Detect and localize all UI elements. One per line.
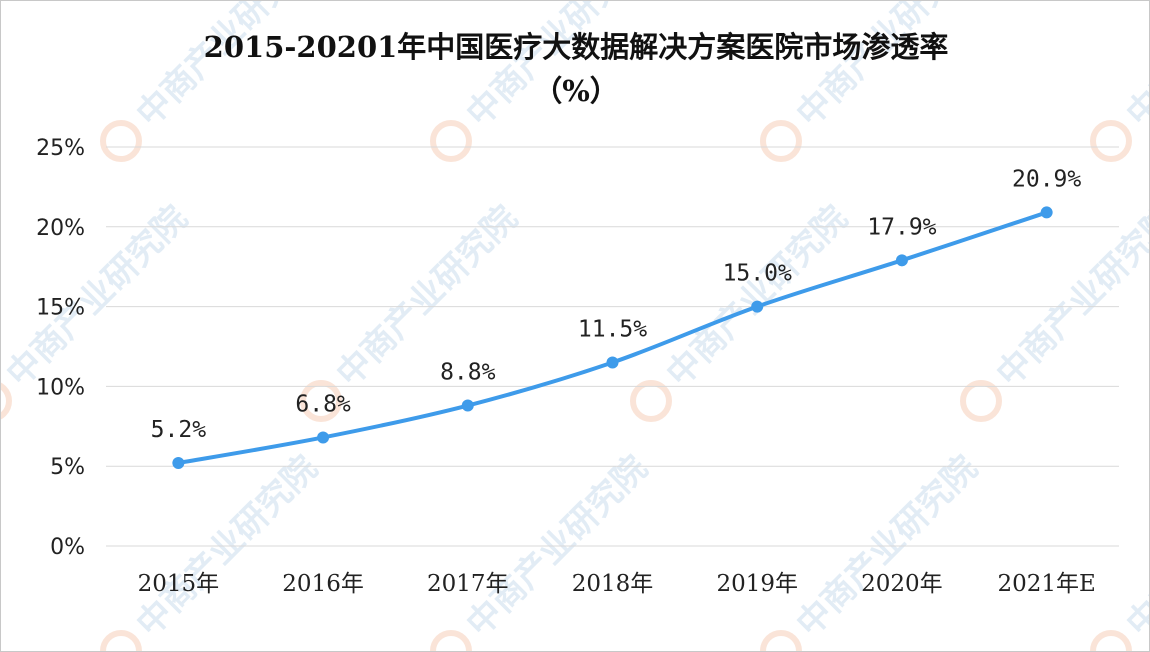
data-point xyxy=(751,300,764,313)
data-point xyxy=(1040,206,1053,219)
data-point xyxy=(461,399,474,412)
x-tick-label: 2021年E xyxy=(997,571,1095,597)
watermark-logo-icon xyxy=(100,630,142,651)
data-label: 17.9% xyxy=(867,214,936,240)
x-tick-label: 2016年 xyxy=(282,571,364,597)
watermark-logo-icon xyxy=(960,380,1002,422)
data-point xyxy=(606,356,619,369)
data-label: 6.8% xyxy=(295,391,351,417)
watermark-text: 中商产业研究院 xyxy=(329,198,526,395)
watermark-tile: 中商产业研究院 xyxy=(760,1,986,162)
watermark-text: 中商产业研究院 xyxy=(659,198,856,395)
watermark-logo-icon xyxy=(760,120,802,162)
watermark-text: 中商产业研究院 xyxy=(1119,448,1150,645)
watermark-tile: 中商产业研究院 xyxy=(100,448,325,651)
y-tick-label: 15% xyxy=(36,296,85,321)
watermark-tile: 中商产业研究院 xyxy=(430,448,655,651)
y-tick-label: 20% xyxy=(36,216,85,241)
data-point xyxy=(895,254,908,267)
data-label: 20.9% xyxy=(1012,166,1081,192)
y-tick-label: 25% xyxy=(36,136,85,161)
watermark-logo-icon xyxy=(430,630,472,651)
watermark-logo-icon xyxy=(430,120,472,162)
watermark-logo-icon xyxy=(760,630,802,651)
watermark-text: 中商产业研究院 xyxy=(989,198,1150,395)
watermark-text: 中商产业研究院 xyxy=(1,198,195,395)
x-tick-label: 2017年 xyxy=(427,571,509,597)
y-tick-label: 10% xyxy=(36,375,85,400)
data-label: 11.5% xyxy=(578,316,647,342)
chart-title: 2015-20201年中国医疗大数据解决方案医院市场渗透率 xyxy=(204,30,949,64)
watermark-tile: 中商产业研究院 xyxy=(1,198,195,422)
x-tick-label: 2020年 xyxy=(861,571,943,597)
data-label: 5.2% xyxy=(151,417,207,443)
x-tick-label: 2019年 xyxy=(716,571,798,597)
watermark-text: 中商产业研究院 xyxy=(129,1,326,135)
x-tick-label: 2018年 xyxy=(572,571,654,597)
data-label: 15.0% xyxy=(723,261,792,287)
watermark-tile: 中商产业研究院 xyxy=(1090,448,1150,651)
data-point xyxy=(172,457,185,470)
watermark-tile: 中商产业研究院 xyxy=(100,1,326,162)
watermark-text: 中商产业研究院 xyxy=(459,1,656,135)
watermark-logo-icon xyxy=(1090,630,1132,651)
watermark-logo-icon xyxy=(300,380,342,422)
watermark-logo-icon xyxy=(1,380,13,422)
watermark-text: 中商产业研究院 xyxy=(1119,1,1150,135)
x-tick-label: 2015年 xyxy=(138,571,220,597)
watermark-logo-icon xyxy=(630,380,672,422)
y-tick-label: 5% xyxy=(50,455,85,480)
watermark-logo-icon xyxy=(100,120,142,162)
watermark-logo-icon xyxy=(1090,120,1132,162)
data-point xyxy=(317,431,330,444)
watermark-tile: 中商产业研究院 xyxy=(760,448,985,651)
data-label: 8.8% xyxy=(440,360,496,386)
series-layer xyxy=(172,206,1053,470)
x-axis-ticks: 2015年 2016年 2017年 2018年 2019年 2020年 2021年E xyxy=(138,571,1096,597)
chart-subtitle: （%） xyxy=(533,74,619,108)
watermark-text: 中商产业研究院 xyxy=(789,1,986,135)
y-axis-ticks: 0% 5% 10% 15% 20% 25% xyxy=(36,136,85,560)
y-tick-label: 0% xyxy=(50,535,85,560)
grid-lines xyxy=(106,146,1119,547)
data-labels: 5.2% 6.8% 8.8% 11.5% 15.0% 17.9% 20.9% xyxy=(151,166,1082,443)
watermark-tile: 中商产业研究院 xyxy=(1090,1,1150,162)
